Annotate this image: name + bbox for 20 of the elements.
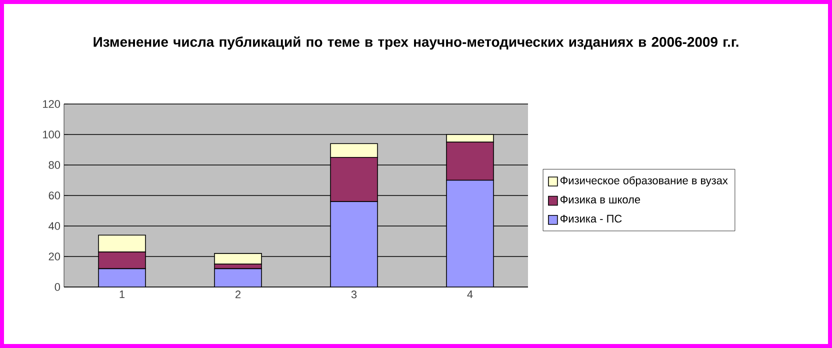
y-tick-label: 120	[43, 100, 60, 108]
bar	[330, 201, 378, 287]
legend-label: Физическое образование в вузах	[560, 176, 728, 187]
legend-label: Физика - ПС	[560, 214, 622, 223]
bar	[214, 253, 262, 265]
y-tick-label: 40	[48, 222, 60, 230]
bar	[98, 268, 146, 287]
y-tick-label: 80	[48, 161, 60, 169]
x-tick-label: 1	[120, 290, 125, 298]
x-tick-label: 3	[351, 290, 357, 298]
y-tick-label: 60	[48, 192, 60, 200]
legend-label: Физика в школе	[560, 196, 640, 204]
x-tick-label: 2	[236, 290, 240, 298]
bar	[214, 268, 262, 287]
y-tick-label: 100	[43, 130, 60, 138]
chart-title: Изменение числа публикаций по теме в трех научно-методических изданиях в 2006-2009 г.г.	[94, 36, 738, 50]
bar	[446, 180, 494, 287]
y-tick-label: 0	[54, 283, 60, 291]
x-tick-label: 4	[467, 290, 473, 298]
y-tick-label: 20	[48, 252, 60, 260]
